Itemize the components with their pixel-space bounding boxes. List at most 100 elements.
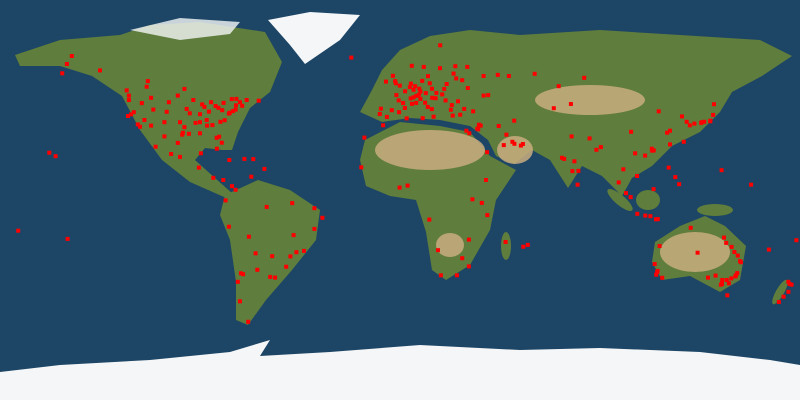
location-marker	[562, 156, 567, 161]
location-marker	[405, 183, 410, 188]
location-marker	[724, 240, 729, 245]
location-marker	[722, 235, 726, 240]
location-marker	[162, 134, 167, 139]
location-marker	[124, 88, 129, 93]
location-marker	[153, 144, 158, 149]
location-marker	[418, 89, 423, 94]
location-marker	[164, 109, 169, 114]
location-marker	[668, 128, 672, 133]
location-marker	[151, 107, 156, 112]
location-marker	[794, 238, 799, 243]
location-marker	[184, 106, 189, 111]
location-marker	[443, 98, 448, 103]
location-marker	[453, 64, 458, 69]
location-marker	[702, 119, 707, 124]
location-marker	[209, 100, 214, 105]
location-marker	[467, 131, 472, 136]
location-marker	[657, 244, 662, 248]
location-marker	[362, 135, 367, 140]
location-marker	[651, 187, 656, 192]
location-marker	[431, 114, 436, 119]
location-marker	[738, 260, 743, 265]
location-marker	[711, 112, 716, 117]
location-marker	[766, 247, 771, 252]
location-marker	[713, 273, 718, 278]
location-marker	[213, 104, 218, 108]
location-marker	[454, 76, 459, 81]
location-marker	[223, 198, 228, 203]
location-marker	[438, 273, 443, 278]
location-marker	[302, 248, 306, 253]
location-marker	[512, 118, 517, 123]
location-marker	[410, 101, 414, 106]
location-marker	[394, 93, 399, 98]
location-marker	[397, 83, 402, 88]
location-marker	[423, 100, 428, 105]
location-marker	[393, 79, 398, 84]
location-marker	[495, 72, 500, 77]
location-marker	[178, 154, 182, 159]
location-marker	[256, 98, 261, 103]
location-marker	[198, 151, 203, 156]
location-marker	[198, 120, 202, 125]
location-marker	[198, 131, 202, 136]
location-marker	[389, 108, 394, 113]
location-marker	[238, 299, 242, 304]
location-marker	[582, 75, 587, 80]
location-marker	[255, 267, 260, 272]
location-marker	[142, 118, 147, 122]
location-marker	[126, 98, 131, 102]
location-marker	[594, 147, 599, 152]
location-marker	[420, 116, 425, 121]
location-marker	[729, 276, 734, 281]
location-marker	[460, 256, 465, 261]
location-marker	[16, 228, 21, 233]
location-marker	[712, 102, 716, 107]
location-marker	[681, 139, 686, 144]
location-marker	[616, 180, 621, 185]
location-marker	[396, 98, 401, 103]
location-marker	[214, 135, 219, 140]
location-marker	[222, 118, 227, 123]
location-marker	[206, 109, 211, 114]
location-marker	[149, 95, 154, 100]
location-marker	[624, 191, 628, 196]
location-marker	[532, 71, 537, 76]
location-marker	[462, 106, 467, 111]
location-marker	[408, 81, 413, 86]
location-marker	[139, 101, 144, 106]
location-marker	[135, 122, 140, 127]
location-marker	[654, 272, 659, 277]
location-marker	[384, 79, 388, 84]
location-marker	[628, 195, 633, 200]
location-marker	[131, 110, 136, 115]
location-marker	[699, 120, 704, 125]
location-marker	[621, 167, 626, 172]
location-marker	[725, 293, 730, 298]
location-marker	[569, 134, 574, 139]
location-marker	[233, 187, 238, 192]
location-marker	[53, 154, 58, 159]
location-marker	[214, 146, 219, 151]
location-marker	[175, 140, 180, 145]
location-marker	[484, 178, 488, 182]
location-marker	[706, 275, 710, 280]
location-marker	[460, 78, 465, 83]
location-marker	[677, 182, 682, 187]
location-marker	[409, 63, 414, 68]
location-marker	[720, 278, 725, 282]
location-marker	[251, 157, 256, 162]
location-marker	[687, 123, 692, 128]
location-marker	[198, 112, 202, 117]
north-america	[15, 22, 282, 197]
location-marker	[692, 121, 697, 126]
location-marker	[433, 96, 438, 101]
location-marker	[735, 271, 740, 276]
location-marker	[264, 204, 269, 209]
location-marker	[393, 81, 398, 86]
location-marker	[162, 120, 167, 125]
location-marker	[466, 264, 471, 269]
location-marker	[629, 129, 634, 134]
location-marker	[166, 100, 171, 105]
